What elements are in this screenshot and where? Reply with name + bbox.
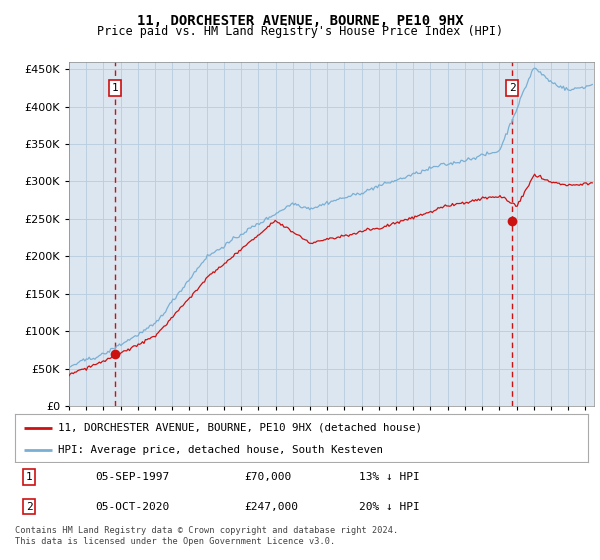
Text: £247,000: £247,000 bbox=[244, 502, 298, 512]
Text: 11, DORCHESTER AVENUE, BOURNE, PE10 9HX: 11, DORCHESTER AVENUE, BOURNE, PE10 9HX bbox=[137, 14, 463, 28]
Text: 11, DORCHESTER AVENUE, BOURNE, PE10 9HX (detached house): 11, DORCHESTER AVENUE, BOURNE, PE10 9HX … bbox=[58, 423, 422, 433]
Text: 2: 2 bbox=[509, 83, 515, 93]
Text: 2: 2 bbox=[26, 502, 33, 512]
Text: £70,000: £70,000 bbox=[244, 472, 292, 482]
Text: Contains HM Land Registry data © Crown copyright and database right 2024.
This d: Contains HM Land Registry data © Crown c… bbox=[15, 526, 398, 546]
Text: 05-OCT-2020: 05-OCT-2020 bbox=[95, 502, 169, 512]
Text: 1: 1 bbox=[112, 83, 118, 93]
Text: HPI: Average price, detached house, South Kesteven: HPI: Average price, detached house, Sout… bbox=[58, 445, 383, 455]
Text: 13% ↓ HPI: 13% ↓ HPI bbox=[359, 472, 419, 482]
Text: 05-SEP-1997: 05-SEP-1997 bbox=[95, 472, 169, 482]
Text: Price paid vs. HM Land Registry's House Price Index (HPI): Price paid vs. HM Land Registry's House … bbox=[97, 25, 503, 38]
Text: 20% ↓ HPI: 20% ↓ HPI bbox=[359, 502, 419, 512]
Text: 1: 1 bbox=[26, 472, 33, 482]
